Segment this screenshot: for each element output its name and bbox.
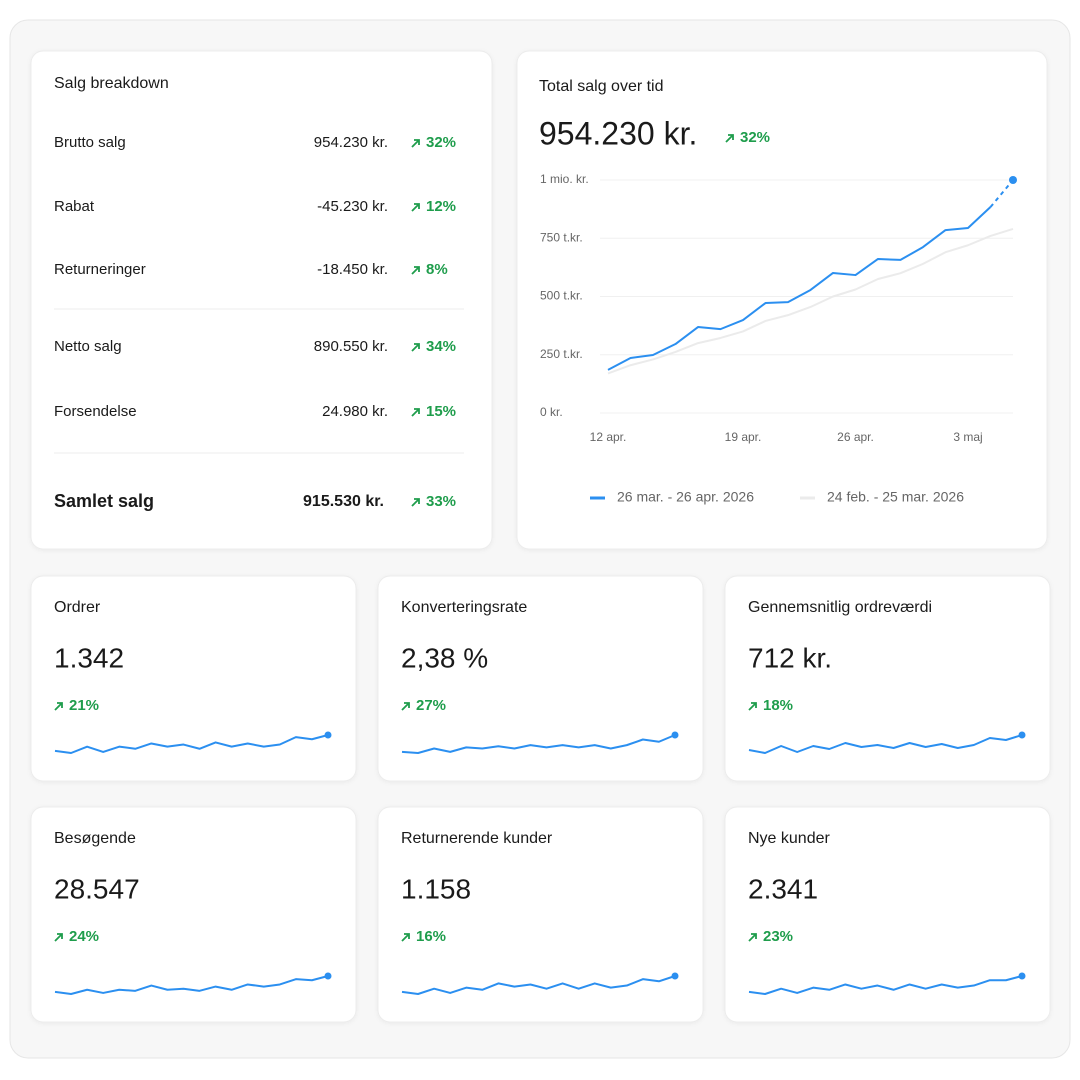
change: 16% [416,928,446,945]
row-value: 890.550 kr. [314,338,388,355]
kpi-title: Returnerende kunder [401,830,553,847]
sparkline-dot [671,972,679,980]
trend-arrow [411,266,420,275]
sparkline [54,734,329,754]
sparkline-dot [324,972,332,980]
series-line [607,206,992,371]
kpi-value: 28.547 [54,873,140,904]
trend-arrow [401,933,410,942]
card [30,50,493,550]
kpi-title: Nye kunder [748,830,830,847]
y-tick-label: 250 t.kr. [540,347,583,361]
row-label: Forsendelse [54,403,137,420]
kpi-value: 1.342 [54,642,124,673]
kpi-value: 1.158 [401,873,471,904]
kpi-value: 2,38 % [401,642,488,673]
trend-arrow [54,933,63,942]
kpi-title: Ordrer [54,599,101,616]
sparkline [401,734,676,754]
change: 12% [426,198,456,215]
sparkline [54,975,329,995]
x-tick-label: 19 apr. [725,430,762,444]
forecast-line [989,179,1014,208]
legend-label: 24 feb. - 25 mar. 2026 [827,489,964,505]
change: 21% [69,697,99,714]
row-value: 954.230 kr. [314,134,388,151]
change: 24% [69,928,99,945]
change: 18% [763,697,793,714]
kpi-title: Besøgende [54,830,136,847]
sparkline [748,734,1023,754]
kpi-title: Konverteringsrate [401,599,527,616]
row-value: 24.980 kr. [322,403,388,420]
card-title: Total salg over tid [539,78,664,95]
trend-arrow [748,702,757,711]
x-tick-label: 12 apr. [590,430,627,444]
total-label: Samlet salg [54,491,154,511]
card [516,50,1048,550]
y-tick-label: 500 t.kr. [540,289,583,303]
big-value: 954.230 kr. [539,115,697,151]
series-line [607,227,1014,375]
card [377,575,704,782]
sparkline-dot [1018,972,1026,980]
kpi-title: Gennemsnitlig ordreværdi [748,599,932,616]
sparkline-dot [671,731,679,739]
sparkline-dot [324,731,332,739]
kpi-value: 712 kr. [748,642,832,673]
trend-arrow [411,408,420,417]
card [30,575,357,782]
y-tick-label: 0 kr. [540,405,563,419]
row-label: Brutto salg [54,134,126,151]
card [30,806,357,1023]
trend-arrow [725,134,734,143]
card-title: Salg breakdown [54,75,169,92]
row-label: Rabat [54,198,95,215]
trend-arrow [748,933,757,942]
sparkline-dot [1018,731,1026,739]
legend-label: 26 mar. - 26 apr. 2026 [617,489,754,505]
row-value: -18.450 kr. [317,261,388,278]
card [724,806,1051,1023]
trend-arrow [401,702,410,711]
change: 32% [740,129,770,146]
trend-arrow [411,498,420,507]
y-tick-label: 1 mio. kr. [540,172,589,186]
sparkline [401,975,676,995]
x-tick-label: 26 apr. [837,430,874,444]
row-label: Returneringer [54,261,146,278]
row-value: -45.230 kr. [317,198,388,215]
row-label: Netto salg [54,338,122,355]
card [377,806,704,1023]
trend-arrow [411,203,420,212]
change: 15% [426,403,456,420]
total-value: 915.530 kr. [303,493,384,510]
change: 33% [426,493,456,510]
trend-arrow [54,702,63,711]
change: 8% [426,261,448,278]
sparkline [748,975,1023,995]
change: 27% [416,697,446,714]
trend-arrow [411,139,420,148]
trend-arrow [411,343,420,352]
kpi-value: 2.341 [748,873,818,904]
card [724,575,1051,782]
y-tick-label: 750 t.kr. [540,230,583,244]
change: 34% [426,338,456,355]
change: 23% [763,928,793,945]
x-tick-label: 3 maj [953,430,982,444]
end-dot [1009,176,1017,184]
change: 32% [426,134,456,151]
